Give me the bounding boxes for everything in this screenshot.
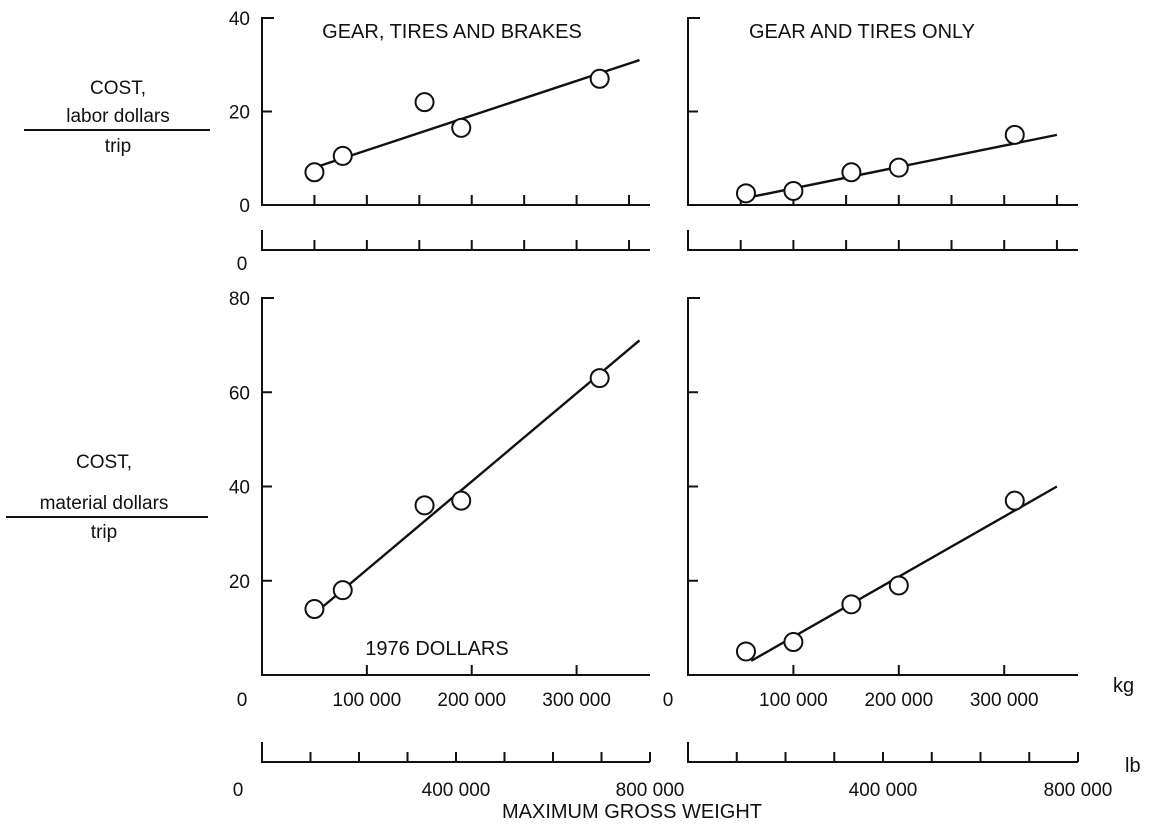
lb-tick-label: 400 000 xyxy=(849,780,918,801)
kg-tick-label: 0 xyxy=(663,690,674,711)
kg-tick-label: 100 000 xyxy=(333,690,402,711)
data-point xyxy=(841,594,862,615)
data-point xyxy=(451,117,472,138)
chart-panels: 0 20 40 GEAR, TIRES AND BRAKES 0 GEAR AND TIR… xyxy=(229,9,1112,801)
lb-tick-label: 400 000 xyxy=(422,780,491,801)
data-point xyxy=(841,162,862,183)
panel-title: GEAR AND TIRES ONLY xyxy=(749,21,975,43)
y-tick-label: 80 xyxy=(229,289,250,310)
data-point xyxy=(332,580,353,601)
data-point xyxy=(735,641,756,662)
x-axis-title: MAXIMUM GROSS WEIGHT xyxy=(502,801,762,823)
fit-line xyxy=(314,58,640,169)
data-point xyxy=(735,183,756,204)
data-point xyxy=(332,145,353,166)
annotation-label: 1976 DOLLARS xyxy=(365,638,508,660)
panel-labor-gear-tires-brakes: 0 20 40 GEAR, TIRES AND BRAKES 0 xyxy=(229,9,650,275)
y-tick-label: 60 xyxy=(229,383,250,404)
data-point xyxy=(414,92,435,113)
y-tick-label: 0 xyxy=(239,196,250,217)
material-ytitle-numerator: material dollars xyxy=(40,493,169,514)
y-tick-label: 40 xyxy=(229,478,250,499)
lb-tick-label: 800 000 xyxy=(616,780,685,801)
kg-tick-label: 300 000 xyxy=(970,690,1039,711)
axis-frame xyxy=(687,297,1078,676)
kg-tick-label: 200 000 xyxy=(437,690,506,711)
data-point xyxy=(888,157,909,178)
y-tick-label: 20 xyxy=(229,572,250,593)
data-point xyxy=(589,68,610,89)
data-point xyxy=(783,632,804,653)
fit-line xyxy=(750,485,1058,662)
data-point xyxy=(1004,124,1025,145)
lb-axis-zero-label: 0 xyxy=(233,780,244,801)
kg-tick-label: 200 000 xyxy=(864,690,933,711)
panel-material-gear-tires-brakes: 20 40 60 80 0 100 000 200 000 300 000 400 000 800… xyxy=(229,289,684,801)
lb-unit-label: lb xyxy=(1125,755,1141,777)
kg-tick-label: 100 000 xyxy=(759,690,828,711)
panel-title: GEAR, TIRES AND BRAKES xyxy=(322,21,582,43)
data-point xyxy=(414,495,435,516)
material-ytitle-denominator: trip xyxy=(91,522,117,543)
data-point xyxy=(888,575,909,596)
panel-labor-gear-tires-only: GEAR AND TIRES ONLY xyxy=(687,17,1078,251)
kg-secondary-axis xyxy=(261,230,650,251)
kg-tick-label: 300 000 xyxy=(542,690,611,711)
axis-frame xyxy=(687,17,1078,206)
data-point xyxy=(304,162,325,183)
lb-tick-label: 800 000 xyxy=(1044,780,1113,801)
material-ytitle-line1: COST, xyxy=(76,452,132,473)
fit-line xyxy=(313,339,641,615)
lb-axis xyxy=(261,742,650,763)
kg-secondary-zero-label: 0 xyxy=(237,254,248,275)
y-tick-label: 20 xyxy=(229,103,250,124)
y-tick-label: 40 xyxy=(229,9,250,30)
panel-material-gear-tires-only: 0 100 000 200 000 300 000 400 000 800 000 xyxy=(663,297,1113,801)
kg-secondary-axis xyxy=(687,230,1078,251)
labor-ytitle-denominator: trip xyxy=(105,136,131,157)
data-point xyxy=(783,180,804,201)
lb-axis xyxy=(687,742,1078,763)
kg-tick-label: 0 xyxy=(237,690,248,711)
labor-ytitle-line1: COST, xyxy=(90,78,146,99)
data-point xyxy=(304,599,325,620)
data-point xyxy=(451,490,472,511)
labor-ytitle-numerator: labor dollars xyxy=(66,106,170,127)
axis-frame xyxy=(261,297,650,676)
data-point xyxy=(1004,490,1025,511)
kg-unit-label: kg xyxy=(1113,675,1134,697)
data-point xyxy=(589,368,610,389)
